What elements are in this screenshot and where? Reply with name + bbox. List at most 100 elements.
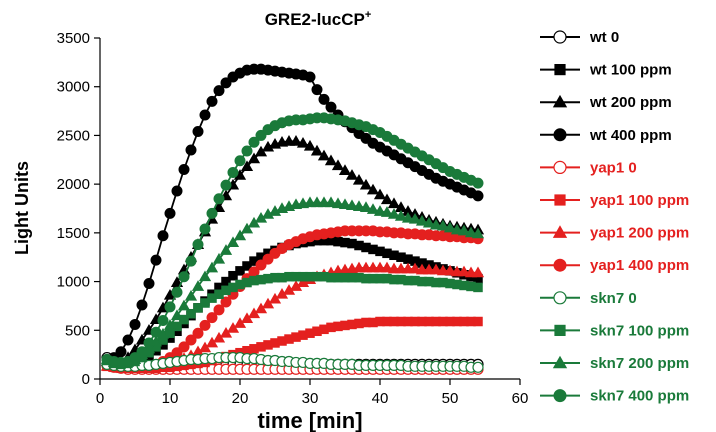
data-point (227, 166, 239, 178)
legend-entry: skn7 0 (540, 290, 637, 307)
data-point (143, 278, 155, 290)
x-axis-label: time [min] (257, 408, 362, 432)
legend-marker (553, 128, 567, 142)
data-point (185, 334, 197, 346)
data-point (193, 303, 203, 313)
legend-label: skn7 400 ppm (590, 388, 689, 405)
data-point (192, 126, 204, 138)
data-point (233, 229, 247, 241)
data-point (247, 152, 261, 164)
axes: 0 500 1000 1500 2000 2500 3000 3500 0 10 20 30 40 50 6… (57, 30, 529, 407)
data-point (171, 286, 183, 298)
x-tick-label: 60 (512, 390, 529, 407)
legend-entry: wt 100 ppm (540, 62, 672, 79)
series-skn7-100-ppm (102, 271, 483, 370)
data-point (198, 270, 212, 282)
data-point (373, 188, 387, 200)
series-skn7-400-ppm (101, 112, 484, 368)
data-point (240, 160, 254, 172)
legend-label: yap1 400 ppm (590, 257, 689, 274)
data-point (359, 201, 373, 212)
data-point (359, 178, 373, 190)
data-point (184, 289, 198, 301)
data-point (317, 149, 331, 161)
data-point (450, 223, 464, 235)
data-point (212, 252, 226, 264)
data-point (122, 334, 134, 346)
data-point (157, 315, 169, 327)
data-point (304, 71, 316, 83)
data-point (192, 327, 204, 339)
data-point (240, 222, 254, 234)
data-point (415, 214, 429, 226)
data-point (338, 198, 352, 210)
data-point (331, 159, 345, 171)
x-tick-label: 40 (372, 390, 389, 407)
data-point (170, 276, 184, 287)
legend-marker (554, 194, 566, 206)
data-point (206, 312, 218, 324)
data-point (212, 201, 226, 212)
data-point (185, 255, 197, 267)
y-axis-label: Light Units (12, 161, 32, 255)
data-point (143, 337, 155, 349)
legend-label: wt 100 ppm (589, 62, 672, 79)
legend-label: skn7 0 (590, 290, 637, 307)
data-point (443, 221, 457, 233)
data-point (192, 239, 204, 251)
y-tick-label: 3500 (57, 30, 90, 47)
x-tick-label: 30 (302, 390, 319, 407)
data-point (199, 223, 211, 235)
data-point (219, 244, 233, 255)
legend-marker (553, 30, 567, 44)
legend-entry: yap1 100 ppm (540, 192, 689, 209)
legend-entry: yap1 200 ppm (540, 225, 689, 242)
data-point (352, 200, 366, 211)
chart-title-text: GRE2-lucCP (265, 10, 365, 29)
data-point (170, 309, 184, 321)
data-point (473, 316, 483, 327)
x-tick-label: 10 (162, 390, 179, 407)
data-point (324, 154, 338, 166)
legend-marker (554, 324, 566, 336)
legend-marker (553, 160, 567, 174)
data-point (242, 261, 252, 271)
chart-title: GRE2-lucCP+ (265, 9, 372, 29)
data-point (200, 298, 210, 308)
data-point (248, 136, 260, 148)
data-point (318, 93, 330, 105)
legend-marker (552, 355, 568, 369)
data-point (115, 346, 127, 358)
data-point (255, 259, 267, 271)
legend-entry: wt 200 ppm (540, 94, 672, 111)
data-point (206, 207, 218, 219)
data-point (422, 216, 436, 228)
data-point (226, 236, 240, 248)
data-point (345, 199, 359, 211)
data-point (255, 129, 267, 141)
legend-entry: skn7 200 ppm (540, 355, 689, 372)
data-point (443, 264, 457, 276)
data-point (213, 85, 225, 97)
data-point (471, 266, 485, 278)
data-point (262, 253, 274, 265)
data-point (338, 164, 352, 175)
legend-label: wt 200 ppm (589, 94, 672, 111)
data-point (191, 280, 205, 291)
data-point (380, 206, 394, 217)
data-point (220, 179, 232, 191)
data-point (401, 211, 415, 223)
data-point (296, 136, 310, 148)
legend-label: skn7 200 ppm (590, 355, 689, 372)
data-point (429, 218, 443, 230)
chart-title-superscript: + (365, 9, 371, 21)
data-point (178, 341, 190, 353)
data-point (457, 224, 471, 236)
legend-label: skn7 100 ppm (590, 322, 689, 339)
data-point (380, 193, 394, 205)
data-point (199, 109, 211, 121)
data-point (472, 361, 484, 373)
legend-marker (553, 291, 567, 305)
legend-label: yap1 200 ppm (590, 225, 689, 242)
legend-entry: yap1 400 ppm (540, 257, 689, 274)
